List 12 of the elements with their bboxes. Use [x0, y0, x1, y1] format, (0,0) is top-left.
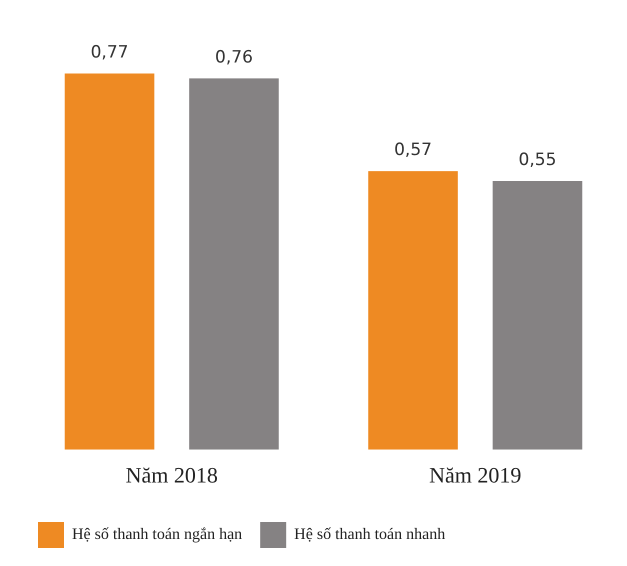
legend-label: Hệ số thanh toán ngắn hạn: [72, 526, 242, 544]
legend-label: Hệ số thanh toán nhanh: [294, 526, 446, 544]
data-label: 0,57: [394, 140, 432, 160]
x-tick-label: Năm 2019: [429, 462, 522, 488]
bar: [492, 180, 582, 450]
data-label: 0,76: [215, 47, 253, 68]
data-label: 0,77: [90, 42, 128, 62]
x-tick-label: Năm 2018: [126, 462, 218, 488]
bar: [368, 171, 458, 450]
bar: [189, 78, 279, 450]
bar: [64, 74, 154, 450]
data-label: 0,55: [518, 150, 556, 170]
